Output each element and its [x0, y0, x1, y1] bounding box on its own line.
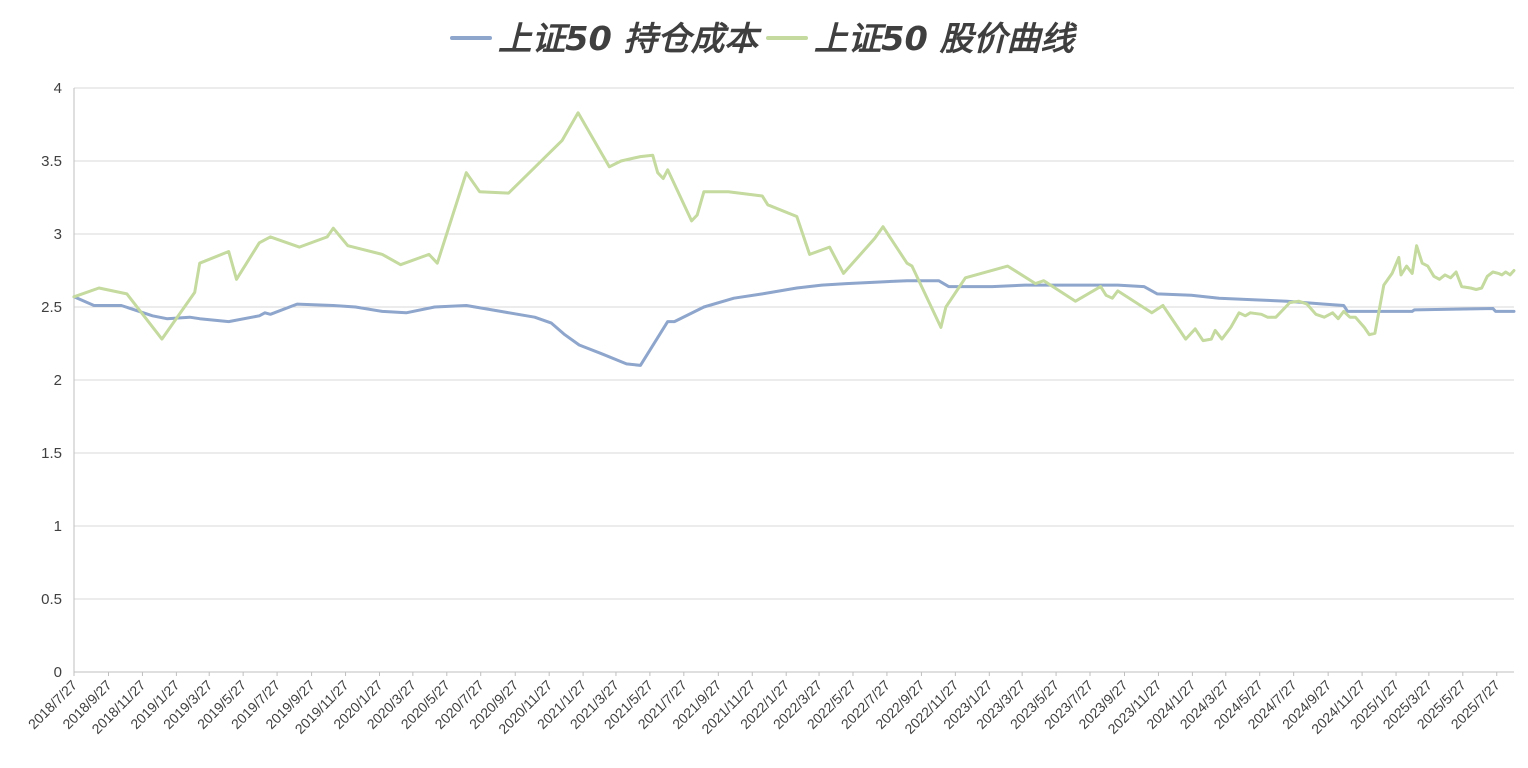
series-line-2: [72, 111, 1516, 343]
y-tick-label: 0.5: [41, 591, 62, 608]
y-tick-label: 2.5: [41, 299, 62, 316]
y-axis: 0 0.5 1 1.5 2 2.5 3 3.5 4: [41, 80, 62, 681]
y-tick-label: 3: [54, 226, 62, 243]
x-axis: 2018/7/272018/9/272018/11/272019/1/27201…: [25, 672, 1503, 737]
series-line-1: [72, 279, 1516, 367]
y-tick-label: 1: [54, 518, 62, 535]
legend-label-2: 上证50 股价曲线: [814, 19, 1078, 58]
y-tick-label: 3.5: [41, 153, 62, 170]
y-tick-label: 4: [54, 80, 62, 97]
legend-label-1: 上证50 持仓成本: [498, 19, 762, 58]
legend: 上证50 持仓成本 上证50 股价曲线: [450, 19, 1078, 58]
y-tick-label: 0: [54, 664, 62, 681]
series-layer: [72, 111, 1516, 367]
y-tick-label: 2: [54, 372, 62, 389]
gridlines: [73, 87, 1514, 673]
y-tick-label: 1.5: [41, 445, 62, 462]
